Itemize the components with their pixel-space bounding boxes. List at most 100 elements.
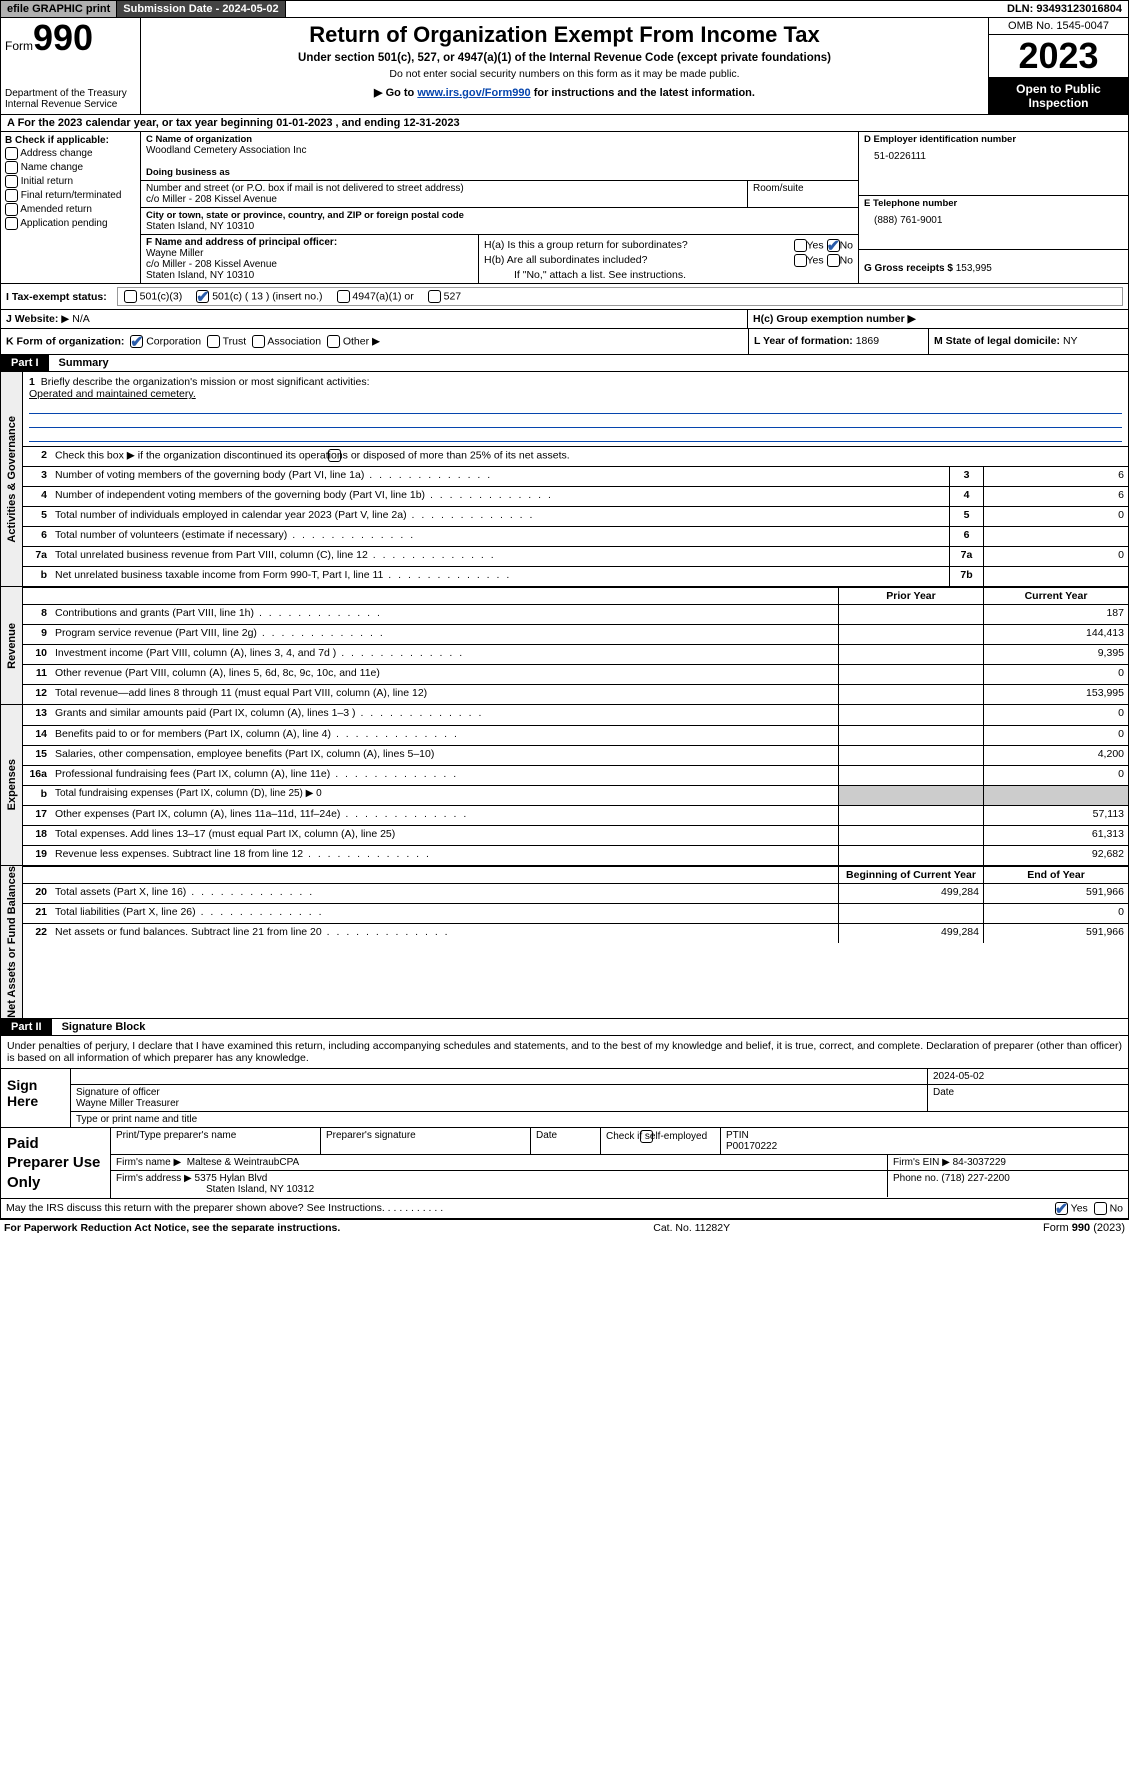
ein-cell: D Employer identification number 51-0226…	[859, 132, 1128, 196]
form-of-org: K Form of organization: Corporation Trus…	[1, 329, 748, 354]
checkbox-self-employed[interactable]	[640, 1130, 653, 1143]
checkbox-discontinued[interactable]	[328, 449, 341, 462]
line-7b-desc: Net unrelated business taxable income fr…	[51, 567, 949, 586]
department: Department of the Treasury Internal Reve…	[5, 88, 136, 110]
paid-preparer-block: Paid Preparer Use Only Print/Type prepar…	[0, 1128, 1129, 1200]
part-2-tag: Part II	[1, 1019, 52, 1035]
line-22-prior: 499,284	[838, 924, 983, 943]
dln: DLN: 93493123016804	[1001, 1, 1128, 17]
line-7a-desc: Total unrelated business revenue from Pa…	[51, 547, 949, 566]
activities-governance-section: Activities & Governance 1 Briefly descri…	[0, 372, 1129, 587]
k-l-m-row: K Form of organization: Corporation Trus…	[0, 329, 1129, 355]
irs-link[interactable]: www.irs.gov/Form990	[417, 87, 530, 99]
firm-addr1: 5375 Hylan Blvd	[195, 1173, 268, 1184]
website-cell: J Website: ▶ N/A	[1, 310, 748, 328]
net-assets-section: Net Assets or Fund Balances Beginning of…	[0, 866, 1129, 1019]
ptin: P00170222	[726, 1141, 777, 1152]
website-hc-row: J Website: ▶ N/A H(c) Group exemption nu…	[0, 310, 1129, 329]
subtitle-section: Under section 501(c), 527, or 4947(a)(1)…	[147, 52, 982, 64]
part-1-tag: Part I	[1, 355, 49, 371]
checkbox-initial-return[interactable]	[5, 175, 18, 188]
mission-block: 1 Briefly describe the organization's mi…	[23, 372, 1128, 446]
open-inspection: Open to Public Inspection	[989, 78, 1128, 114]
current-year-hdr: Current Year	[983, 588, 1128, 604]
hb-yes[interactable]	[794, 254, 807, 267]
line-15-val: 4,200	[983, 746, 1128, 765]
column-d-e-g: D Employer identification number 51-0226…	[858, 132, 1128, 283]
line-5-desc: Total number of individuals employed in …	[51, 507, 949, 526]
line-6-desc: Total number of volunteers (estimate if …	[51, 527, 949, 546]
subtitle-link: ▶ Go to www.irs.gov/Form990 for instruct…	[147, 86, 982, 99]
line-3-desc: Number of voting members of the governin…	[51, 467, 949, 486]
line-14-val: 0	[983, 726, 1128, 745]
suite-cell: Room/suite	[748, 181, 858, 207]
checkbox-other[interactable]	[327, 335, 340, 348]
eoy-hdr: End of Year	[983, 867, 1128, 883]
perjury-statement: Under penalties of perjury, I declare th…	[0, 1036, 1129, 1069]
boy-hdr: Beginning of Current Year	[838, 867, 983, 883]
line-8-val: 187	[983, 605, 1128, 624]
line-10-val: 9,395	[983, 645, 1128, 664]
mission-text: Operated and maintained cemetery.	[29, 388, 1122, 400]
checkbox-trust[interactable]	[207, 335, 220, 348]
line-20-val: 591,966	[983, 884, 1128, 903]
line-19-val: 92,682	[983, 846, 1128, 865]
row-a-tax-year: A For the 2023 calendar year, or tax yea…	[0, 115, 1129, 132]
col-b-label: B Check if applicable:	[5, 135, 136, 146]
checkbox-assoc[interactable]	[252, 335, 265, 348]
firm-name: Maltese & WeintraubCPA	[187, 1157, 299, 1168]
line-16a-val: 0	[983, 766, 1128, 785]
form-footer: Form 990 (2023)	[1043, 1222, 1125, 1234]
checkbox-app-pending[interactable]	[5, 217, 18, 230]
state-domicile: M State of legal domicile: NY	[928, 329, 1128, 354]
paid-preparer-label: Paid Preparer Use Only	[1, 1128, 111, 1199]
discuss-no[interactable]	[1094, 1202, 1107, 1215]
paperwork-notice: For Paperwork Reduction Act Notice, see …	[4, 1222, 340, 1234]
year-formation: L Year of formation: 1869	[748, 329, 928, 354]
sign-date: 2024-05-02	[928, 1069, 1128, 1084]
checkbox-final-return[interactable]	[5, 189, 18, 202]
checkbox-501c3[interactable]	[124, 290, 137, 303]
checkbox-amended[interactable]	[5, 203, 18, 216]
vtab-expenses: Expenses	[1, 705, 23, 865]
line-17-val: 57,113	[983, 806, 1128, 825]
checkbox-527[interactable]	[428, 290, 441, 303]
header-mid: Return of Organization Exempt From Incom…	[141, 18, 988, 114]
vtab-activities: Activities & Governance	[1, 372, 23, 586]
line-21-val: 0	[983, 904, 1128, 923]
header-left: Form990 Department of the Treasury Inter…	[1, 18, 141, 114]
ha-yes[interactable]	[794, 239, 807, 252]
firm-ein: 84-3037229	[953, 1157, 1006, 1168]
subtitle-ssn: Do not enter social security numbers on …	[147, 68, 982, 80]
checkbox-address-change[interactable]	[5, 147, 18, 160]
discuss-yes[interactable]	[1055, 1202, 1068, 1215]
form-number: 990	[33, 17, 93, 58]
line-18-val: 61,313	[983, 826, 1128, 845]
efile-print-button[interactable]: efile GRAPHIC print	[1, 1, 117, 17]
line-13-val: 0	[983, 705, 1128, 725]
officer-cell: F Name and address of principal officer:…	[141, 235, 478, 283]
checkbox-501c[interactable]	[196, 290, 209, 303]
tax-exempt-status-row: I Tax-exempt status: 501(c)(3) 501(c) ( …	[0, 284, 1129, 310]
org-name: Woodland Cemetery Association Inc	[146, 145, 853, 156]
org-name-cell: C Name of organization Woodland Cemetery…	[141, 132, 858, 181]
city-cell: City or town, state or province, country…	[141, 208, 858, 235]
cat-no: Cat. No. 11282Y	[653, 1222, 730, 1234]
checkbox-4947[interactable]	[337, 290, 350, 303]
part-2-header: Part II Signature Block	[0, 1019, 1129, 1036]
omb-number: OMB No. 1545-0047	[989, 18, 1128, 35]
part-1-title: Summary	[49, 355, 1128, 371]
gross-receipts-cell: G Gross receipts $ 153,995	[859, 250, 1128, 283]
column-b-checkboxes: B Check if applicable: Address change Na…	[1, 132, 141, 283]
ha-no[interactable]	[827, 239, 840, 252]
part-1-header: Part I Summary	[0, 355, 1129, 372]
hb-no[interactable]	[827, 254, 840, 267]
checkbox-name-change[interactable]	[5, 161, 18, 174]
h-section: H(a) Is this a group return for subordin…	[478, 235, 858, 283]
part-2-title: Signature Block	[52, 1019, 1128, 1035]
expenses-section: Expenses 13Grants and similar amounts pa…	[0, 705, 1129, 866]
tax-year: 2023	[989, 35, 1128, 78]
column-c-info: C Name of organization Woodland Cemetery…	[141, 132, 858, 283]
checkbox-corp[interactable]	[130, 335, 143, 348]
prior-year-hdr: Prior Year	[838, 588, 983, 604]
